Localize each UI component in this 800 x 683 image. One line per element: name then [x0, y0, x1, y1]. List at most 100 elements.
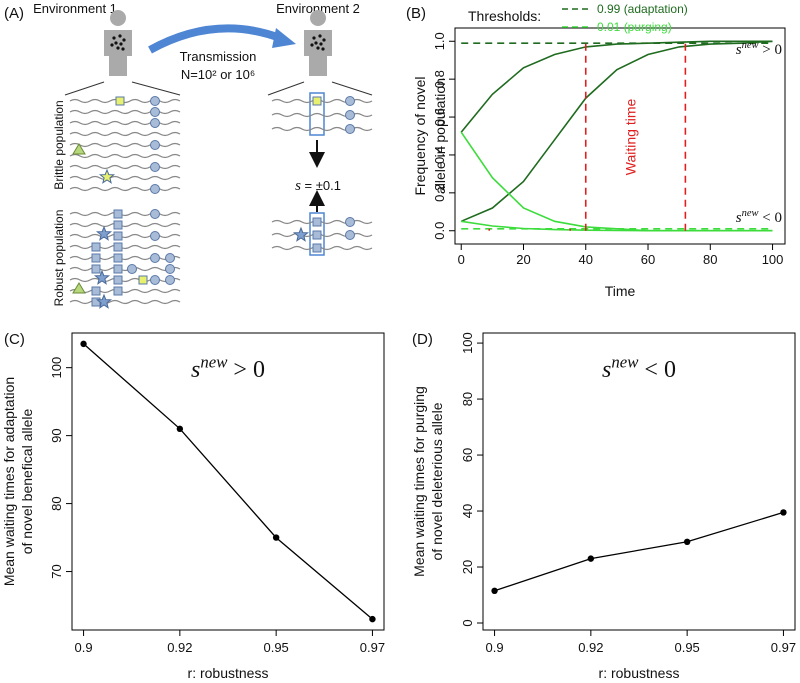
x-axis-label: r: robustness: [599, 665, 680, 681]
mutation-neutral: [150, 162, 160, 172]
x-axis-label: Time: [605, 283, 636, 299]
x-tick-label: 20: [516, 252, 530, 267]
person-dot: [114, 41, 118, 45]
mutation-neutral: [150, 209, 160, 219]
mutation-square: [91, 297, 101, 307]
chromosome: [69, 142, 181, 148]
x-tick-label: 0.92: [167, 640, 192, 655]
mutation-square: [113, 253, 123, 263]
mutation-square: [91, 253, 101, 263]
panel-label: (B): [406, 5, 426, 22]
x-axis-label: r: robustness: [188, 665, 269, 681]
chromosome: [69, 244, 181, 250]
y-tick-label: 100: [460, 332, 475, 354]
chromosome: [69, 153, 181, 159]
person-dot: [122, 38, 126, 42]
annotation-rest: < 0: [759, 210, 782, 226]
x-tick-label: 0.9: [75, 640, 93, 655]
x-tick-label: 60: [641, 252, 655, 267]
mutation-neutral: [150, 275, 160, 285]
mutation-star: [95, 225, 113, 241]
annotation-sup: new: [200, 352, 228, 371]
chromosome: [69, 131, 181, 137]
mutation-square: [312, 243, 322, 253]
mutation-neutral: [150, 140, 160, 150]
mutation-neutral: [150, 118, 160, 128]
annotation: snew < 0: [602, 352, 676, 383]
data-point: [683, 538, 691, 546]
person-dot: [316, 46, 320, 50]
annotation-base: s: [191, 357, 200, 383]
x-tick-label: 0.95: [263, 640, 288, 655]
selection-value: = ±0.1: [301, 178, 341, 193]
y-tick-label: 40: [460, 504, 475, 518]
y-tick-label: 80: [460, 392, 475, 406]
chromosome: [69, 120, 181, 126]
data-point: [272, 534, 280, 541]
annotation-sup: new: [742, 208, 759, 219]
chromosome: [69, 109, 181, 115]
person-dot: [312, 36, 316, 40]
annotation-base: s: [602, 357, 611, 383]
chromosome: [271, 98, 373, 104]
x-tick-label: 0.9: [486, 640, 504, 655]
chromosome: [271, 112, 373, 118]
y-tick-label: 0.8: [432, 70, 447, 88]
mutation-square: [113, 286, 123, 296]
y-tick-label: 90: [49, 428, 64, 442]
person-dot: [116, 46, 120, 50]
mutation-neutral: [345, 124, 355, 134]
chromosome: [69, 211, 181, 217]
y-tick-label: 20: [460, 560, 475, 574]
chromosome: [69, 288, 181, 294]
data-point: [80, 340, 87, 348]
mutation-square: [312, 217, 322, 227]
mutation-square: [91, 264, 101, 274]
mutation-square: [113, 231, 123, 241]
mutation-neutral: [150, 184, 160, 194]
mutation-square: [138, 275, 148, 285]
x-tick-label: 0.97: [360, 640, 385, 655]
mutation-square: [113, 220, 123, 230]
annotation-sup: new: [611, 352, 639, 371]
y-tick-label: 1.0: [432, 32, 447, 50]
person-dot: [321, 47, 325, 51]
person-dot: [318, 34, 322, 38]
env-label: Environment 2: [276, 1, 360, 16]
panel-label: (A): [4, 5, 24, 22]
plot-frame: [71, 332, 385, 631]
mutation-neutral: [345, 96, 355, 106]
mutation-neutral: [165, 264, 175, 274]
mutation-star: [98, 168, 116, 184]
mutation-star: [95, 293, 113, 309]
mutation-neutral: [150, 107, 160, 117]
x-tick-label: 0.97: [771, 640, 796, 655]
chromosome: [69, 233, 181, 239]
mutation-neutral: [165, 275, 175, 285]
legend-title: Thresholds:: [468, 8, 541, 24]
mutation-neutral: [345, 230, 355, 240]
chromosome: [69, 164, 181, 170]
selection-label: s = ±0.1: [295, 178, 341, 194]
x-tick-label: 0: [458, 252, 465, 267]
data-point: [176, 425, 184, 433]
mutation-square: [113, 242, 123, 252]
highlight-box: [309, 92, 325, 136]
mutation-neutral: [150, 96, 160, 106]
chromosome: [69, 277, 181, 283]
x-tick-label: 100: [762, 252, 784, 267]
mutation-neutral: [127, 264, 137, 274]
annotation-rest: > 0: [227, 357, 265, 383]
chromosome: [69, 222, 181, 228]
person-dot: [322, 38, 326, 42]
y-axis-label: allele in population: [432, 78, 448, 194]
x-tick-label: 0.92: [578, 640, 603, 655]
legend-label: 0.99 (adaptation): [597, 2, 688, 16]
chromosome: [69, 255, 181, 261]
y-tick-label: 0.4: [432, 146, 447, 164]
plot-frame: [482, 332, 796, 631]
population-size-label: N=10² or 10⁶: [181, 67, 255, 82]
series-line: [83, 343, 373, 620]
transmission-label: Transmission: [180, 49, 257, 64]
